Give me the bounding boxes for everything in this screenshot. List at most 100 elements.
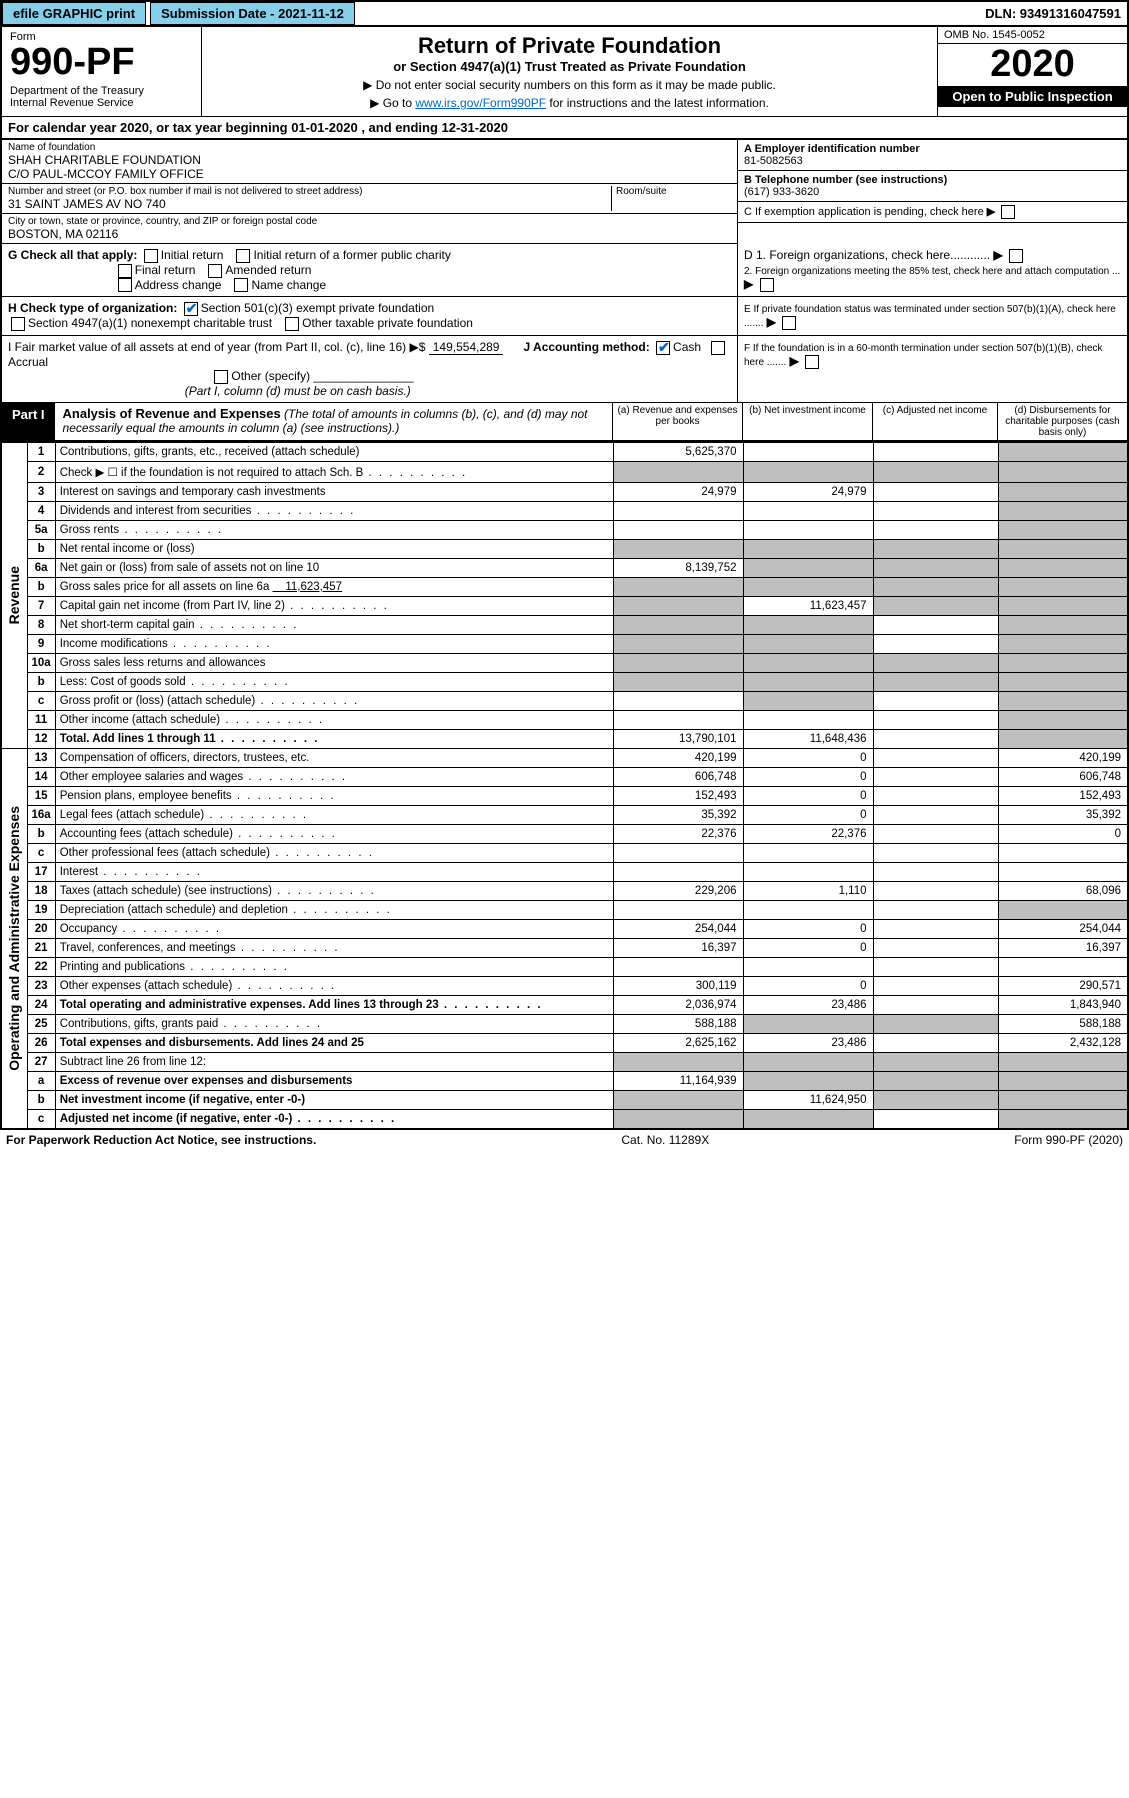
table-row: 8Net short-term capital gain: [1, 615, 1128, 634]
form-note-link: ▶ Go to www.irs.gov/Form990PF for instru…: [222, 96, 917, 110]
j-other: Other (specify): [231, 369, 310, 383]
telephone-row: B Telephone number (see instructions) (6…: [738, 171, 1127, 202]
cell-col-c: [873, 805, 998, 824]
cell-col-c: [873, 938, 998, 957]
table-row: aExcess of revenue over expenses and dis…: [1, 1071, 1128, 1090]
cell-col-c: [873, 615, 998, 634]
city-value: BOSTON, MA 02116: [8, 227, 731, 241]
part1-title-block: Analysis of Revenue and Expenses (The to…: [55, 403, 612, 440]
d1-checkbox[interactable]: [1009, 249, 1023, 263]
irs-link[interactable]: www.irs.gov/Form990PF: [415, 96, 546, 110]
row-description: Contributions, gifts, grants, etc., rece…: [55, 442, 613, 461]
row-number: 10a: [27, 653, 55, 672]
table-row: 23Other expenses (attach schedule)300,11…: [1, 976, 1128, 995]
cell-col-d: [998, 634, 1128, 653]
row-number: 6a: [27, 558, 55, 577]
g-opt0: Initial return: [161, 248, 224, 262]
col-a-header: (a) Revenue and expenses per books: [612, 403, 742, 440]
cell-col-d: 606,748: [998, 767, 1128, 786]
cell-col-d: [998, 653, 1128, 672]
table-row: 2Check ▶ ☐ if the foundation is not requ…: [1, 461, 1128, 482]
row-number: 26: [27, 1033, 55, 1052]
cell-col-b: 11,623,457: [743, 596, 873, 615]
row-description: Occupancy: [55, 919, 613, 938]
cell-col-b: 0: [743, 767, 873, 786]
h-opt1: Section 4947(a)(1) nonexempt charitable …: [28, 316, 272, 330]
row-number: 24: [27, 995, 55, 1014]
cell-col-a: [613, 862, 743, 881]
cell-col-c: [873, 461, 998, 482]
row-description: Legal fees (attach schedule): [55, 805, 613, 824]
cell-col-b: [743, 501, 873, 520]
cell-col-a: 11,164,939: [613, 1071, 743, 1090]
cell-col-b: [743, 691, 873, 710]
room-label: Room/suite: [616, 186, 731, 197]
ein-value: 81-5082563: [744, 155, 803, 167]
c-checkbox[interactable]: [1001, 205, 1015, 219]
g-opt5: Name change: [251, 278, 326, 292]
header-right: OMB No. 1545-0052 2020 Open to Public In…: [937, 27, 1127, 116]
j-other-checkbox[interactable]: [214, 370, 228, 384]
table-row: Operating and Administrative Expenses13C…: [1, 748, 1128, 767]
table-row: 3Interest on savings and temporary cash …: [1, 482, 1128, 501]
cell-col-b: 0: [743, 805, 873, 824]
h-other-checkbox[interactable]: [285, 317, 299, 331]
j-cash-checkbox[interactable]: [656, 341, 670, 355]
g-amended-checkbox[interactable]: [208, 264, 222, 278]
g-name-change-checkbox[interactable]: [234, 278, 248, 292]
row-number: b: [27, 672, 55, 691]
efile-print-button[interactable]: efile GRAPHIC print: [2, 2, 146, 25]
row-number: 2: [27, 461, 55, 482]
cell-col-b: 23,486: [743, 1033, 873, 1052]
h-501c3-checkbox[interactable]: [184, 302, 198, 316]
h-4947-checkbox[interactable]: [11, 317, 25, 331]
cell-col-d: [998, 672, 1128, 691]
g-final-return-checkbox[interactable]: [118, 264, 132, 278]
d2-checkbox[interactable]: [760, 278, 774, 292]
cell-col-b: [743, 862, 873, 881]
cell-col-c: [873, 862, 998, 881]
j-label: J Accounting method:: [523, 340, 649, 354]
cell-col-d: [998, 461, 1128, 482]
cell-col-d: [998, 596, 1128, 615]
cat-number: Cat. No. 11289X: [621, 1133, 709, 1147]
row-number: 22: [27, 957, 55, 976]
address-row: Number and street (or P.O. box number if…: [2, 184, 737, 214]
row-number: b: [27, 539, 55, 558]
g-address-change-checkbox[interactable]: [118, 278, 132, 292]
g-initial-return-checkbox[interactable]: [144, 249, 158, 263]
d1-label: D 1. Foreign organizations, check here..…: [744, 248, 990, 262]
g-opt1: Initial return of a former public charit…: [253, 248, 450, 262]
f-checkbox[interactable]: [805, 355, 819, 369]
j-accrual-checkbox[interactable]: [711, 341, 725, 355]
cell-col-a: 35,392: [613, 805, 743, 824]
exemption-pending-row: C If exemption application is pending, c…: [738, 202, 1127, 223]
row-description: Other expenses (attach schedule): [55, 976, 613, 995]
table-row: 15Pension plans, employee benefits152,49…: [1, 786, 1128, 805]
e-checkbox[interactable]: [782, 316, 796, 330]
cell-col-a: [613, 1090, 743, 1109]
row-number: 4: [27, 501, 55, 520]
cell-col-b: 0: [743, 919, 873, 938]
cell-col-a: [613, 653, 743, 672]
cell-col-d: [998, 520, 1128, 539]
part1-title: Analysis of Revenue and Expenses: [63, 406, 281, 421]
table-row: cGross profit or (loss) (attach schedule…: [1, 691, 1128, 710]
g-initial-former-checkbox[interactable]: [236, 249, 250, 263]
h-opt0: Section 501(c)(3) exempt private foundat…: [201, 301, 434, 315]
cell-col-c: [873, 767, 998, 786]
cell-col-d: [998, 1052, 1128, 1071]
g-label: G Check all that apply:: [8, 248, 137, 262]
row-description: Net gain or (loss) from sale of assets n…: [55, 558, 613, 577]
cell-col-c: [873, 577, 998, 596]
cell-col-a: 606,748: [613, 767, 743, 786]
cell-col-c: [873, 672, 998, 691]
cell-col-d: 35,392: [998, 805, 1128, 824]
row-description: Taxes (attach schedule) (see instruction…: [55, 881, 613, 900]
ein-label: A Employer identification number: [744, 143, 920, 155]
cell-col-d: [998, 501, 1128, 520]
page-footer: For Paperwork Reduction Act Notice, see …: [0, 1129, 1129, 1150]
table-row: 11Other income (attach schedule): [1, 710, 1128, 729]
j-note: (Part I, column (d) must be on cash basi…: [185, 384, 411, 398]
calendar-year-line: For calendar year 2020, or tax year begi…: [0, 116, 1129, 140]
